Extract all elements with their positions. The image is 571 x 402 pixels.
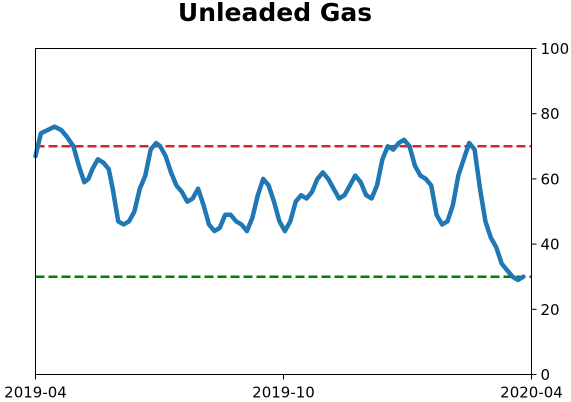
plot-frame [35,48,532,375]
x-tick-label: 2020-04 [500,384,563,402]
chart-title: Unleaded Gas [178,0,372,27]
reference-lines [35,145,532,278]
x-axis: 2019-04 2019-10 2020-04 [4,374,563,402]
y-tick-label: 100 [541,40,570,58]
x-tick-label: 2019-10 [252,384,315,402]
y-tick-label: 20 [541,301,560,319]
y-tick-label: 0 [541,366,551,384]
y-tick-label: 40 [541,236,560,254]
series-line-0 [33,124,526,283]
x-tick-label: 2019-04 [4,384,67,402]
y-axis: 0 20 40 60 80 100 [531,40,570,384]
y-tick-label: 80 [541,105,560,123]
series-group [33,124,526,283]
y-tick-label: 60 [541,170,560,188]
